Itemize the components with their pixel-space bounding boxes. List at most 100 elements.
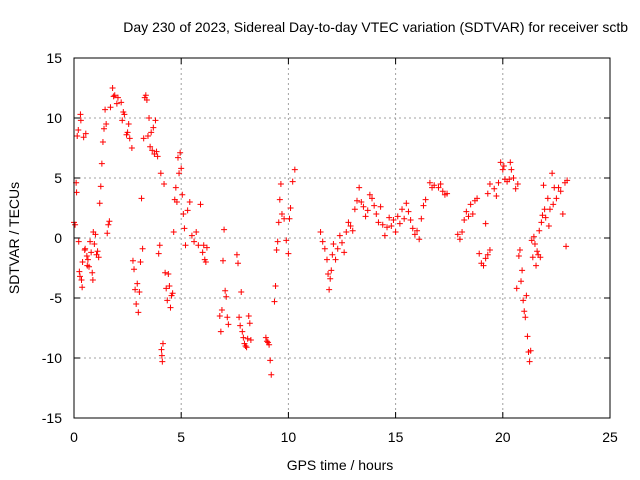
data-point	[118, 99, 125, 106]
data-point	[235, 260, 242, 267]
data-point	[354, 197, 361, 204]
data-point	[146, 115, 153, 121]
data-point	[384, 224, 391, 231]
data-point	[564, 177, 571, 184]
data-point	[369, 195, 376, 202]
data-point	[275, 219, 282, 226]
data-point	[272, 283, 279, 289]
data-point	[542, 214, 549, 221]
data-point	[159, 340, 166, 347]
data-point	[263, 338, 270, 345]
data-point	[124, 129, 131, 136]
data-point	[459, 229, 466, 235]
data-point	[377, 203, 384, 210]
y-tick-label: 0	[54, 230, 62, 246]
data-point	[84, 256, 91, 263]
data-point	[399, 206, 406, 213]
data-point	[356, 184, 363, 191]
data-point	[536, 227, 543, 234]
x-axis-label: GPS time / hours	[287, 457, 394, 473]
data-point	[95, 254, 102, 261]
data-point	[222, 287, 229, 294]
data-point	[343, 229, 350, 235]
data-point	[528, 237, 535, 244]
data-point	[144, 133, 151, 139]
data-point	[158, 346, 165, 353]
data-point	[173, 199, 180, 205]
data-point	[486, 181, 493, 187]
data-point	[238, 289, 245, 295]
y-axis-label: SDTVAR / TECUs	[6, 182, 22, 294]
data-point	[521, 308, 528, 315]
data-point	[233, 251, 240, 258]
data-point	[86, 263, 93, 270]
x-tick-label: 5	[177, 429, 185, 445]
data-point	[82, 245, 89, 252]
data-point	[394, 213, 401, 220]
data-point	[332, 256, 339, 263]
data-point	[512, 185, 519, 192]
data-point	[134, 280, 141, 287]
data-point	[164, 297, 171, 304]
data-point	[271, 298, 278, 305]
x-tick-label: 15	[388, 429, 404, 445]
data-point	[92, 231, 99, 238]
data-point	[102, 106, 109, 113]
x-tick-label: 25	[602, 429, 618, 445]
data-point	[89, 269, 96, 276]
data-point	[107, 104, 114, 111]
data-point	[273, 247, 280, 253]
data-point	[131, 266, 138, 273]
data-point	[522, 314, 529, 321]
data-point	[77, 273, 84, 280]
data-point	[407, 217, 414, 223]
data-point	[420, 202, 427, 209]
data-point	[439, 188, 446, 195]
data-point	[493, 193, 500, 199]
data-point	[180, 211, 187, 217]
data-point	[553, 195, 560, 202]
data-point	[203, 244, 210, 251]
data-point	[550, 201, 557, 208]
data-point	[411, 231, 418, 238]
data-point	[516, 247, 523, 253]
data-point	[544, 195, 551, 202]
data-point	[147, 143, 154, 150]
x-tick-labels: 0 5 10 15 20 25	[70, 429, 618, 445]
data-point	[87, 238, 94, 245]
data-point	[126, 135, 133, 142]
data-point	[266, 341, 273, 348]
data-point	[396, 220, 403, 227]
data-point	[537, 254, 544, 261]
data-point	[422, 196, 429, 203]
y-tick-label: -10	[42, 350, 62, 366]
data-point	[321, 245, 328, 252]
data-point	[158, 352, 165, 359]
data-point	[435, 184, 442, 191]
data-point	[221, 226, 228, 233]
data-point	[497, 159, 504, 166]
data-point	[416, 236, 423, 243]
data-point	[94, 248, 101, 255]
data-point	[319, 238, 326, 245]
data-point	[79, 259, 86, 265]
y-tick-label: 10	[46, 110, 62, 126]
data-point	[162, 269, 169, 276]
data-point	[474, 195, 481, 202]
data-point	[513, 285, 520, 292]
data-point	[143, 97, 150, 103]
data-point	[381, 232, 388, 239]
data-point	[111, 92, 118, 99]
data-point	[431, 182, 438, 189]
data-point	[499, 166, 506, 173]
data-point	[467, 201, 474, 208]
data-point	[138, 195, 145, 202]
data-point	[281, 215, 288, 222]
data-point	[83, 253, 90, 259]
data-point	[220, 257, 227, 264]
data-point	[371, 202, 378, 209]
data-point	[274, 238, 281, 245]
data-point	[181, 225, 188, 232]
data-point	[289, 178, 296, 185]
data-point	[156, 242, 163, 249]
